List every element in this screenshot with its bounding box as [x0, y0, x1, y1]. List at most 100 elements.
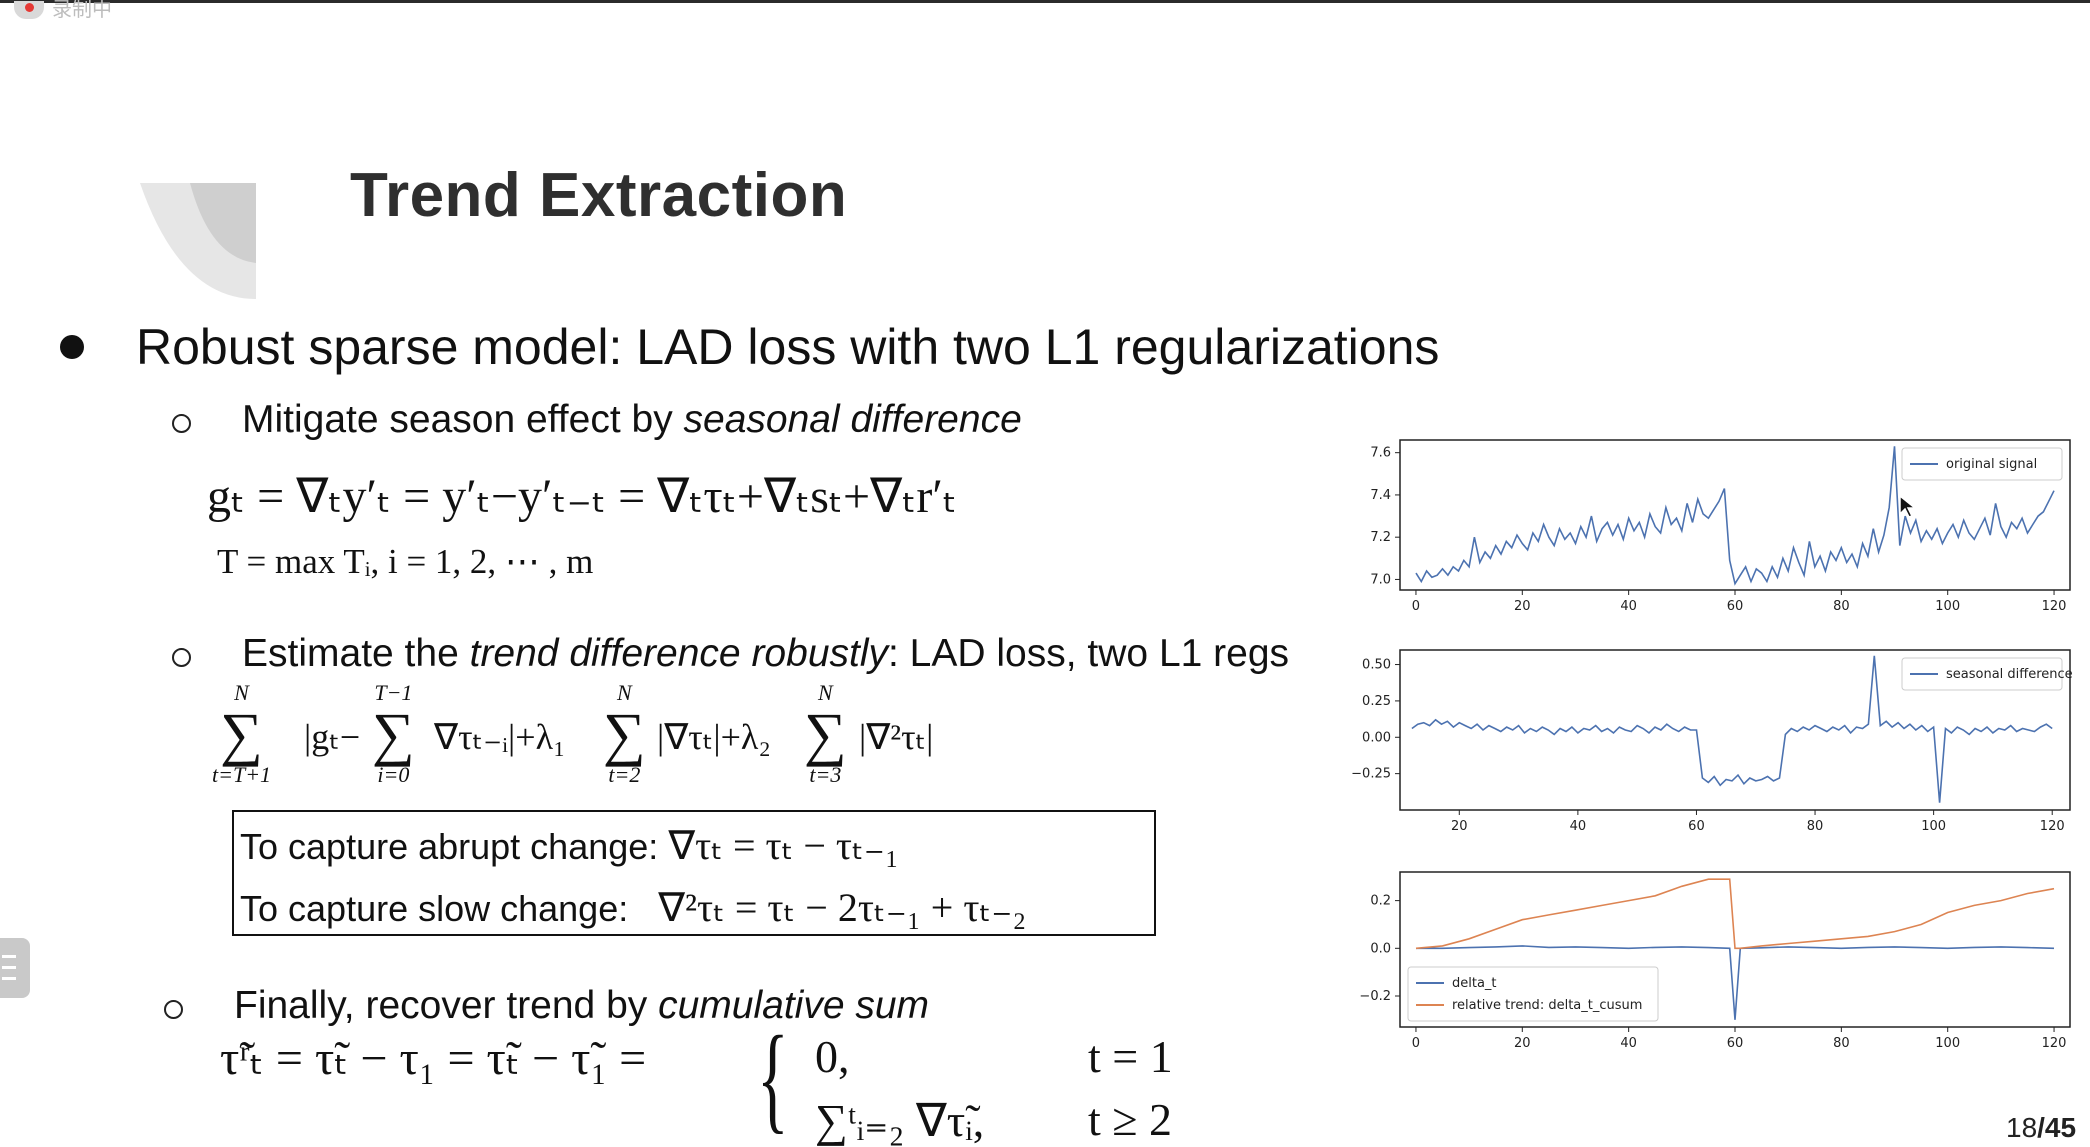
summation: N ∑ t=3: [804, 680, 847, 788]
case-one-condition: t = 1: [1088, 1031, 1173, 1082]
page-number: 18/45: [2006, 1112, 2076, 1144]
recording-label: 录制中: [52, 0, 112, 21]
y-tick-label: 0.50: [1362, 658, 1391, 673]
x-tick-label: 20: [1514, 599, 1531, 614]
sub-point-text: Mitigate season effect by: [242, 398, 684, 441]
sigma-symbol: ∑: [372, 701, 415, 767]
y-tick-label: −0.2: [1359, 989, 1391, 1004]
trend-recovery-equation: τ̃ʳₜ = τ̃ₜ − τ₁ = τ̃ₜ − τ̃₁ =: [220, 1032, 647, 1085]
x-tick-label: 60: [1688, 819, 1705, 834]
abrupt-change-line: To capture abrupt change: ∇τₜ = τₜ − τₜ₋…: [240, 822, 899, 869]
change-definitions-box: To capture abrupt change: ∇τₜ = τₜ − τₜ₋…: [232, 810, 1156, 936]
x-tick-label: 80: [1807, 819, 1824, 834]
sub-point-estimate: Estimate the trend difference robustly: …: [242, 632, 1289, 676]
legend-label: original signal: [1946, 457, 2037, 472]
sigma-symbol: ∑: [603, 701, 646, 767]
x-tick-label: 80: [1833, 599, 1850, 614]
sum-upper: T−1: [374, 680, 413, 705]
circle-bullet-icon: [172, 648, 191, 667]
abrupt-change-label: To capture abrupt change:: [240, 826, 659, 867]
recording-indicator[interactable]: 录制中: [14, 0, 112, 20]
y-tick-label: 7.6: [1370, 446, 1391, 461]
mouse-pointer-icon: [1899, 494, 1918, 518]
sub-point-cumsum: Finally, recover trend by cumulative sum: [234, 984, 929, 1028]
sum-upper: N: [617, 680, 632, 705]
handle-line: [2, 977, 16, 980]
sub-point-emphasis: trend difference robustly: [469, 632, 889, 675]
y-tick-label: −0.25: [1351, 767, 1391, 782]
x-tick-label: 40: [1620, 599, 1637, 614]
x-tick-label: 20: [1514, 1036, 1531, 1051]
sub-point-text: Estimate the: [242, 632, 470, 675]
page-current: 18: [2006, 1112, 2038, 1143]
sum-lower: t=2: [608, 762, 641, 787]
summation: T−1 ∑ i=0: [372, 680, 415, 788]
sub-point-text: Finally, recover trend by: [234, 984, 659, 1027]
y-tick-label: 0.2: [1370, 894, 1391, 909]
x-tick-label: 40: [1570, 819, 1587, 834]
x-tick-label: 100: [1935, 599, 1960, 614]
chart-svg: 0 20 40 60 80 100 120 0.2 0.0 −0.2 delta_t relative…: [1359, 871, 2071, 1051]
series-line: [1411, 655, 2053, 803]
x-tick-label: 60: [1727, 1036, 1744, 1051]
chart-seasonal-difference: 20 40 60 80 100 120 0.50 0.25 0.00 −0.25 seasonal …: [1340, 640, 2080, 845]
series-line: [1415, 878, 2055, 950]
period-definition: T = max Tᵢ, i = 1, 2, ⋯ , m: [217, 542, 594, 581]
sum-lower: i=0: [377, 762, 410, 787]
y-tick-label: 0.0: [1370, 941, 1391, 956]
summation: N ∑ t=2: [603, 680, 646, 788]
slow-change-line: To capture slow change: ∇²τₜ = τₜ − 2τₜ₋…: [240, 884, 1026, 931]
legend-label: relative trend: delta_t_cusum: [1452, 998, 1642, 1013]
legend-box: [1901, 657, 2063, 691]
y-tick-label: 0.00: [1362, 730, 1391, 745]
legend-label: delta_t: [1452, 976, 1497, 991]
x-tick-label: 120: [2042, 599, 2067, 614]
objective-function: N ∑ t=T+1 |gₜ− T−1 ∑ i=0 ∇τₜ₋ᵢ|+λ₁ N ∑ t…: [207, 680, 967, 790]
sub-point-suffix: : LAD loss, two L1 regs: [888, 632, 1290, 675]
objective-term: |∇τₜ|+λ₂: [657, 717, 771, 757]
x-tick-label: 40: [1620, 1036, 1637, 1051]
sigma-symbol: ∑: [220, 701, 263, 767]
bullet-icon: [60, 335, 84, 359]
x-tick-label: 120: [2040, 819, 2065, 834]
series-line: [1416, 945, 2055, 1020]
sum-lower: t=3: [809, 762, 842, 787]
top-border: [0, 0, 2090, 3]
objective-term: |gₜ−: [304, 717, 361, 757]
sub-point-emphasis: seasonal difference: [683, 398, 1022, 441]
sigma-symbol: ∑: [804, 701, 847, 767]
sub-point-emphasis: cumulative sum: [658, 984, 930, 1027]
sub-point-seasonal: Mitigate season effect by seasonal diffe…: [242, 398, 1022, 442]
series-line: [1415, 446, 2055, 586]
x-tick-label: 100: [1921, 819, 1946, 834]
y-tick-label: 7.4: [1370, 488, 1391, 503]
y-tick-label: 0.25: [1362, 694, 1391, 709]
decorative-corner-graphic: [140, 183, 256, 299]
circle-bullet-icon: [164, 1000, 183, 1019]
slow-change-label: To capture slow change:: [240, 888, 629, 929]
objective-term: |∇²τₜ|: [859, 717, 934, 757]
handle-line: [2, 966, 16, 969]
objective-term: ∇τₜ₋ᵢ|+λ₁: [434, 717, 566, 757]
x-tick-label: 80: [1833, 1036, 1850, 1051]
left-brace: {: [757, 1011, 789, 1144]
seasonal-difference-equation: gₜ = ∇ₜy′ₜ = y′ₜ−y′ₜ₋ₜ = ∇ₜτₜ+∇ₜsₜ+∇ₜr′ₜ: [207, 470, 958, 523]
page-total: /45: [2037, 1112, 2077, 1143]
x-tick-label: 120: [2042, 1036, 2067, 1051]
chart-original-signal: 0 20 40 60 80 100 120 7.0 7.2 7.4 7.6 original sign…: [1340, 430, 2080, 625]
abrupt-change-formula: ∇τₜ = τₜ − τₜ₋₁: [668, 823, 899, 868]
slide-title: Trend Extraction: [350, 161, 848, 230]
x-tick-label: 100: [1935, 1036, 1960, 1051]
case-one-value: 0,: [815, 1031, 850, 1082]
legend-box: [1407, 966, 1659, 1022]
handle-line: [2, 955, 16, 958]
x-tick-label: 0: [1412, 1036, 1420, 1051]
side-panel-handle[interactable]: [0, 938, 30, 998]
x-tick-label: 60: [1727, 599, 1744, 614]
slow-change-formula: ∇²τₜ = τₜ − 2τₜ₋₁ + τₜ₋₂: [658, 885, 1027, 930]
chart-trend: 0 20 40 60 80 100 120 0.2 0.0 −0.2 delta_t relative…: [1340, 862, 2080, 1067]
y-tick-label: 7.2: [1370, 530, 1391, 545]
legend-label: seasonal difference: [1946, 667, 2073, 682]
summation: N ∑ t=T+1: [212, 680, 271, 788]
sum-upper: N: [818, 680, 833, 705]
